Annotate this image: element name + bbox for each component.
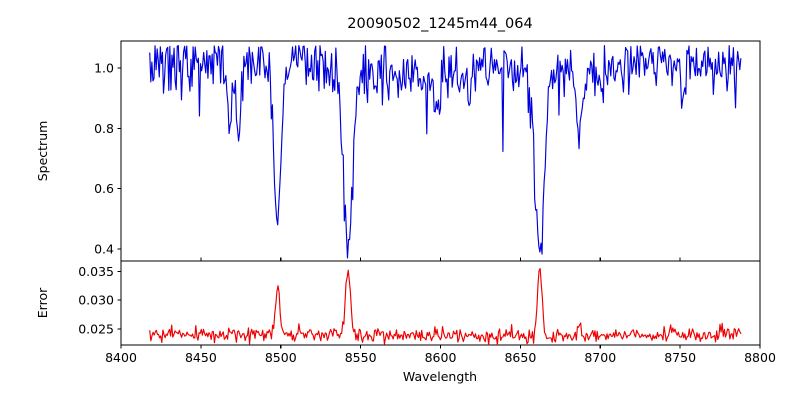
tick-label: 0.035	[78, 264, 114, 279]
tick-label: 8750	[664, 350, 696, 365]
tick-label: 0.025	[78, 321, 114, 336]
tick-label: 8700	[584, 350, 616, 365]
tick-label: 8550	[345, 350, 377, 365]
tick-label: 8650	[504, 350, 536, 365]
tick-label: 8450	[185, 350, 217, 365]
error-data-line	[149, 267, 742, 346]
page-title: 20090502_1245m44_064	[347, 16, 532, 32]
error-y-ticks: 0.025 0.030 0.035	[78, 264, 121, 336]
spectrum-data-line	[149, 45, 742, 259]
tick-label: 0.4	[94, 241, 114, 256]
error-axis-label: Error	[35, 287, 50, 318]
tick-label: 8500	[265, 350, 297, 365]
spectrum-y-ticks: 0.4 0.6 0.8 1.0	[94, 61, 121, 256]
tick-label: 0.6	[94, 181, 114, 196]
tick-label: 8800	[744, 350, 776, 365]
wavelength-x-ticks: 8400 8450 8500 8550 8600 8650 8700 8750 8800	[105, 257, 776, 365]
tick-label: 8600	[425, 350, 457, 365]
spectrum-axis-label: Spectrum	[35, 121, 50, 182]
tick-label: 0.8	[94, 121, 114, 136]
tick-label: 0.030	[78, 293, 114, 308]
tick-label: 8400	[105, 350, 137, 365]
tick-label: 1.0	[94, 61, 114, 76]
wavelength-axis-label: Wavelength	[403, 369, 477, 384]
